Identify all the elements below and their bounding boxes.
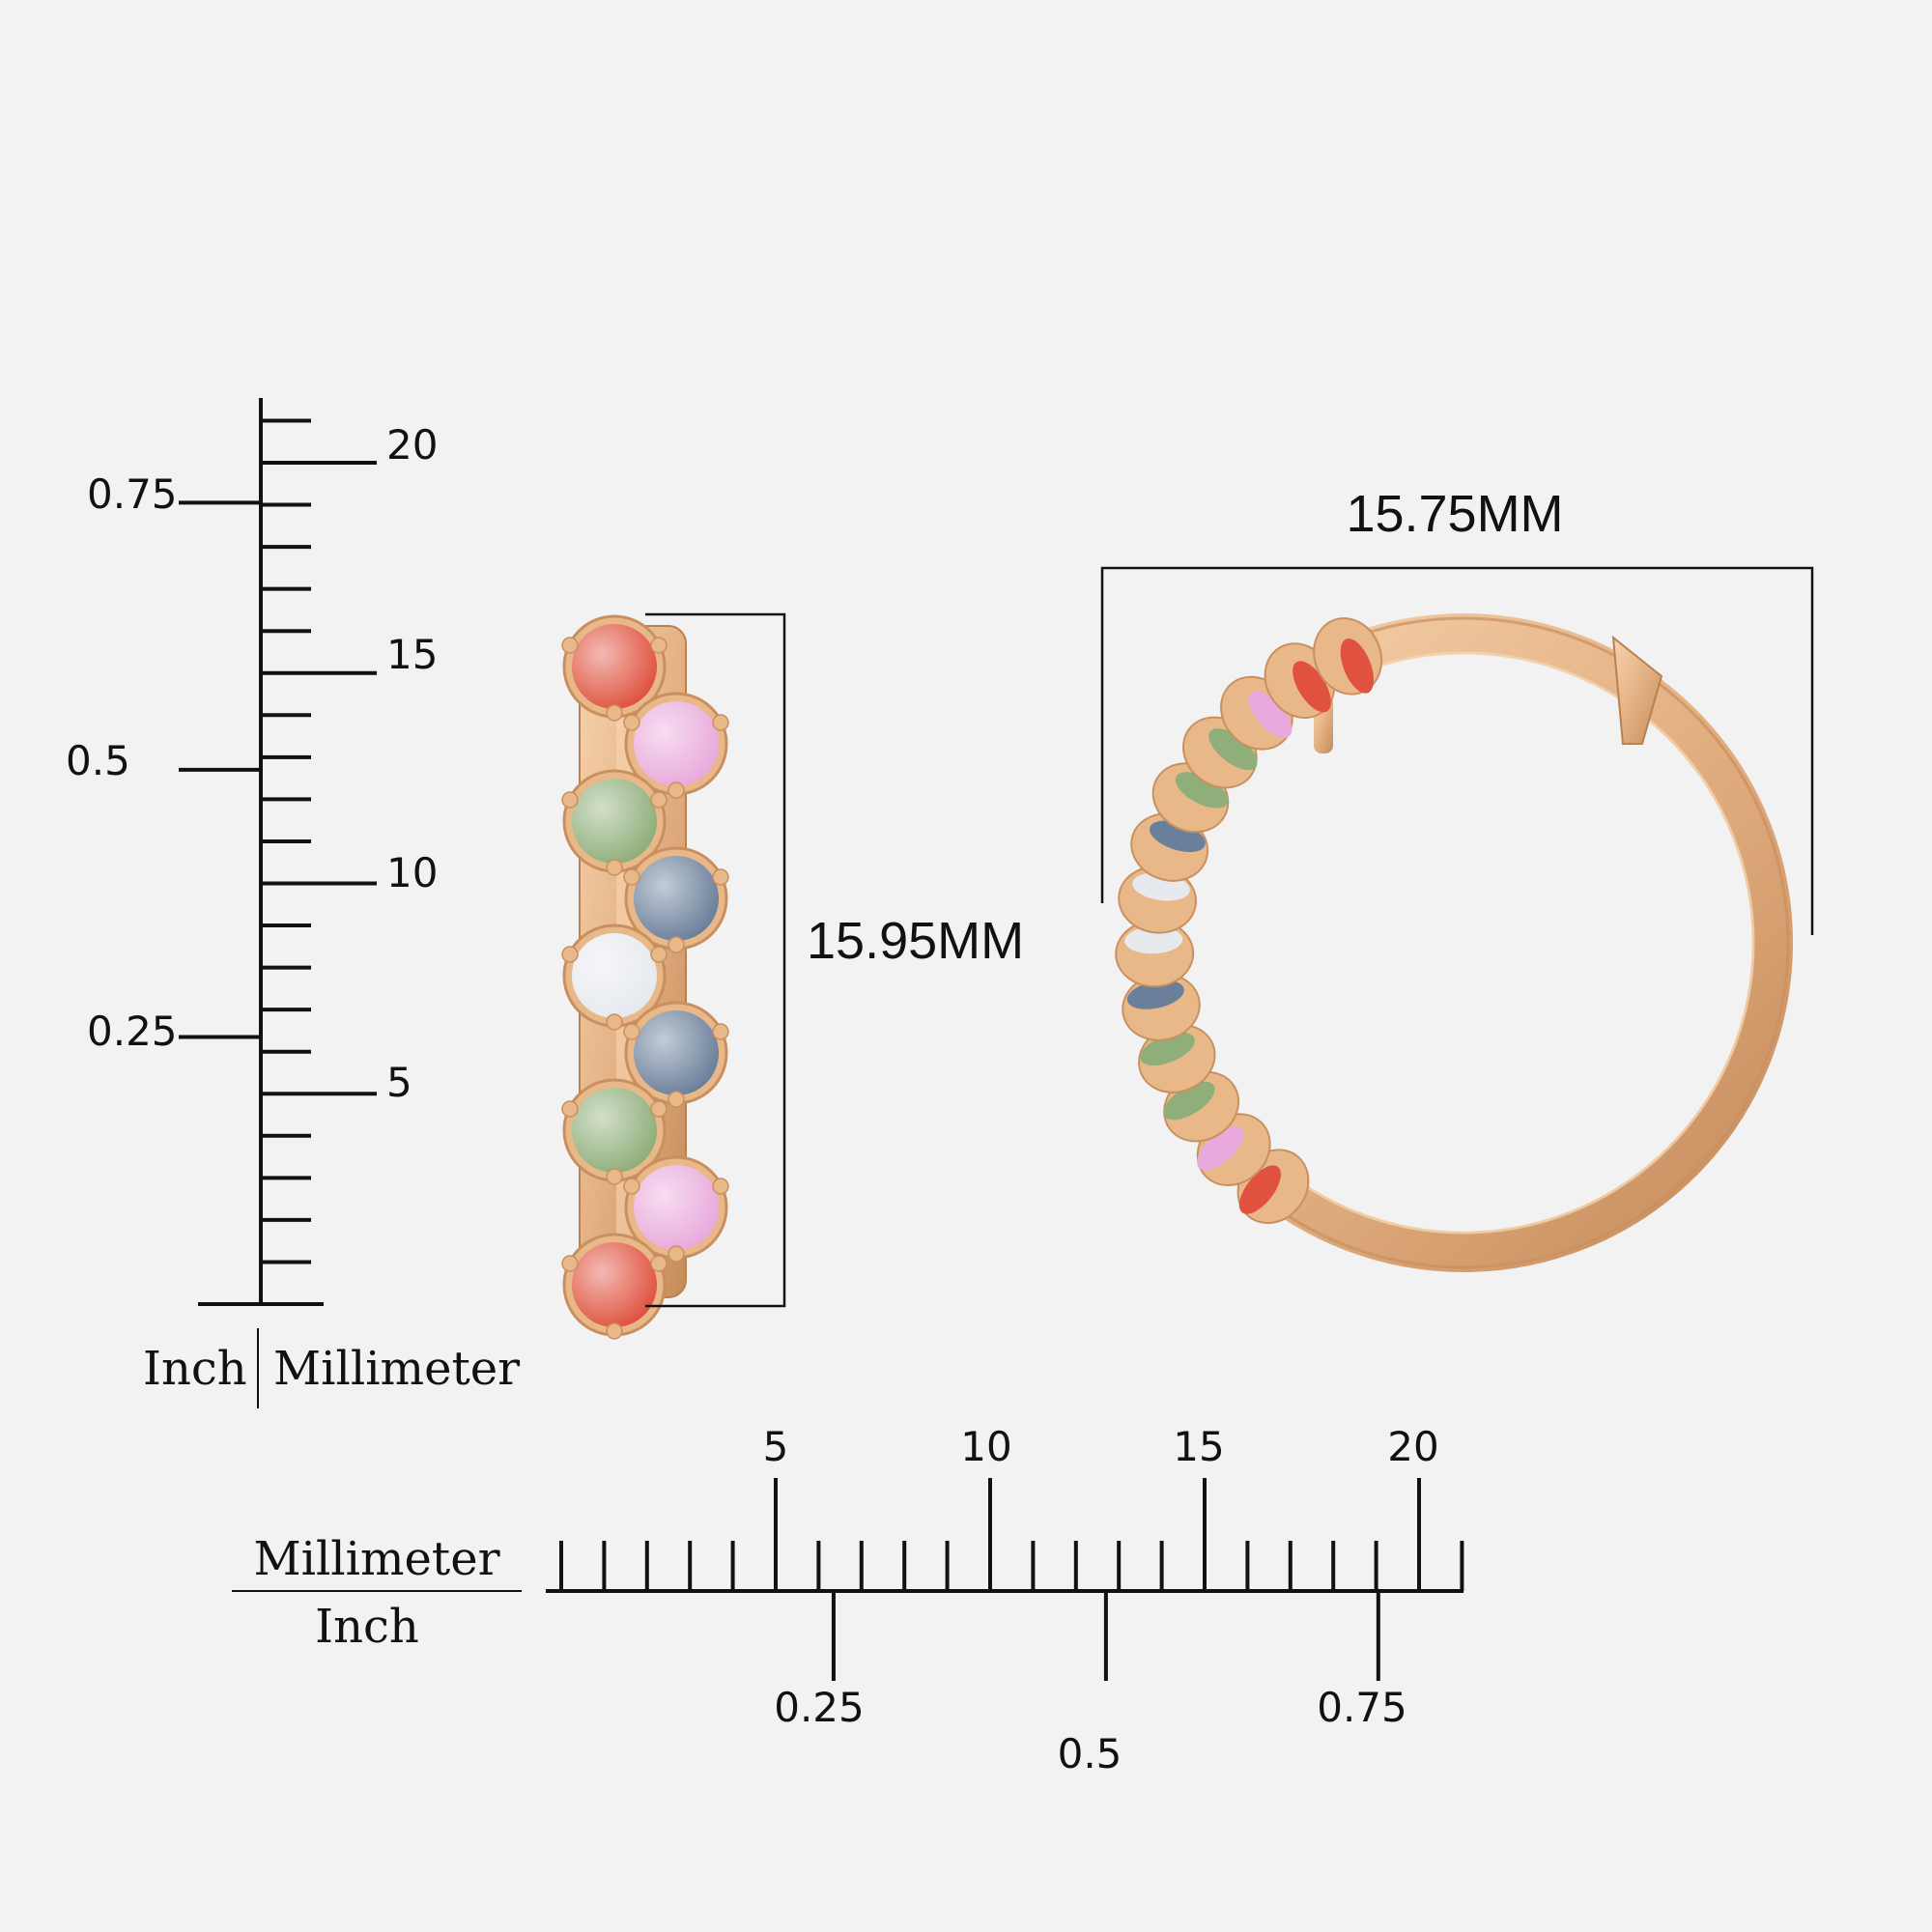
ruby-front-stone [1293,661,1331,713]
earring-front-view [1115,613,1793,1272]
prong [561,791,579,809]
width-dimension: 15.75MM [1100,485,1814,935]
prong [606,859,623,876]
stone-shine [572,1088,657,1173]
horizontal-mm-label-20: 20 [1387,1423,1438,1470]
prong [668,781,685,799]
prong [561,1255,579,1272]
vertical-inch-label-0.75: 0.75 [87,470,178,518]
prong [668,936,685,953]
prong [650,1255,668,1272]
pink-front-stone [1197,1126,1244,1171]
vertical-ruler: 20 15 10 5 0.75 0.5 0.25 Inch Millimeter [66,398,520,1408]
horizontal-unit-inch: Inch [315,1600,419,1654]
prong [623,1023,640,1040]
horizontal-inch-label-0.5: 0.5 [1058,1730,1122,1777]
ruby-front-stone [1238,1165,1281,1214]
prong [623,1178,640,1195]
horizontal-mm-label-15: 15 [1173,1423,1224,1470]
stone-shine [572,779,657,864]
height-dimension-label: 15.95MM [807,912,1024,970]
prong [561,637,579,654]
horizontal-ruler-ticks [559,1478,1464,1681]
vertical-ruler-ticks [179,418,377,1264]
front-stones [1115,617,1383,1225]
height-dimension: 15.95MM [645,612,1024,1308]
vertical-mm-label-5: 5 [386,1059,412,1106]
earring-side-view [561,614,729,1340]
vertical-mm-label-10: 10 [386,849,438,896]
vertical-mm-label-15: 15 [386,631,438,678]
vertical-inch-label-0.5: 0.5 [66,737,130,784]
width-dimension-label: 15.75MM [1346,485,1563,543]
stone-shine [634,1165,719,1250]
prong [712,714,729,731]
prong [668,1091,685,1108]
prong [668,1245,685,1263]
prong [712,1023,729,1040]
horizontal-ruler: 5 10 15 20 0.25 0.5 0.75 Millimeter Inch [232,1423,1464,1777]
vertical-unit-millimeter: Millimeter [273,1342,520,1396]
stone-shine [572,1242,657,1327]
prong [606,704,623,722]
prong [623,714,640,731]
prong [650,946,668,963]
prong [561,1100,579,1118]
prong [650,637,668,654]
stone-shine [634,701,719,786]
prong [650,1100,668,1118]
horizontal-mm-label-5: 5 [763,1423,789,1470]
prong [606,1322,623,1340]
green-front-stone [1140,1032,1195,1065]
vertical-inch-label-0.25: 0.25 [87,1008,178,1055]
stone-shine [572,933,657,1018]
horizontal-unit-millimeter: Millimeter [253,1532,499,1586]
prong [606,1013,623,1031]
stone-shine [572,624,657,709]
horizontal-mm-label-10: 10 [960,1423,1011,1470]
ruby-front-stone [1340,639,1375,694]
prong [561,946,579,963]
stone-shine [634,856,719,941]
width-dimension-bracket [1100,566,1814,935]
prong [712,1178,729,1195]
stone-shine [634,1010,719,1095]
blue-front-stone [1126,980,1184,1009]
green-front-stone [1163,1081,1215,1121]
white-front-stone [1124,926,1183,954]
pink-front-stone [1248,691,1293,738]
prong [712,868,729,886]
horizontal-inch-label-0.25: 0.25 [774,1684,865,1731]
horizontal-inch-label-0.75: 0.75 [1317,1684,1407,1731]
side-stones [561,614,729,1340]
vertical-unit-inch: Inch [143,1342,247,1396]
prong [650,791,668,809]
prong [623,868,640,886]
green-front-stone [1208,728,1258,771]
green-front-stone [1175,772,1229,809]
vertical-mm-label-20: 20 [386,421,438,469]
height-dimension-bracket [645,612,786,1308]
earring-clasp [1611,635,1663,745]
prong [606,1168,623,1185]
